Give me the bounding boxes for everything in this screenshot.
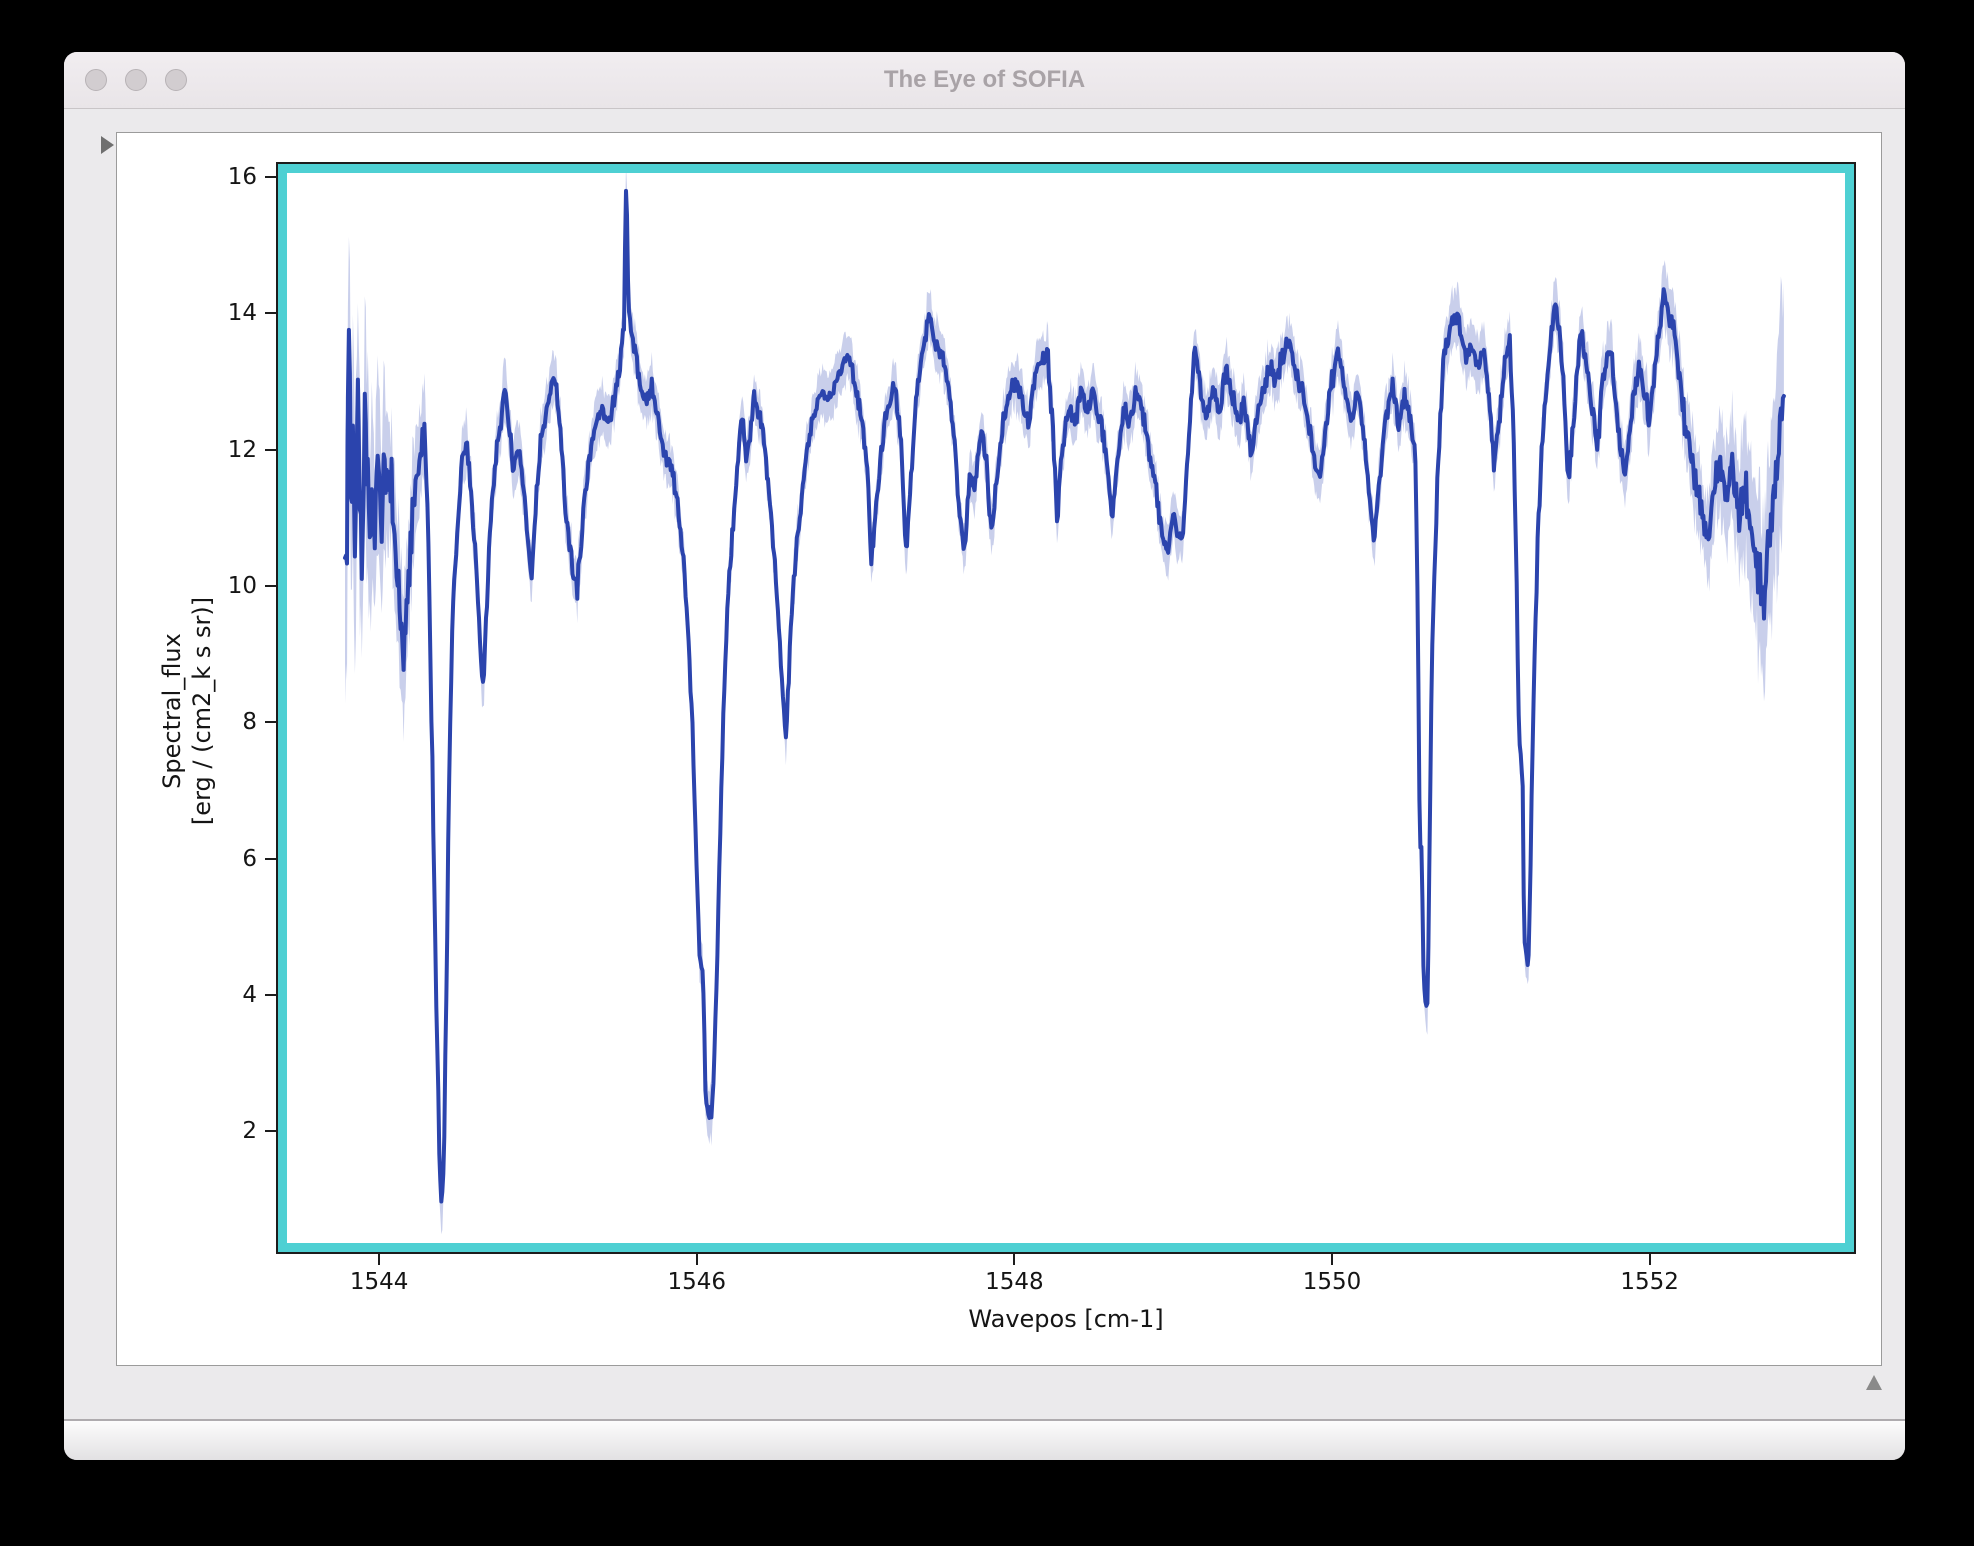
close-button[interactable] — [85, 69, 107, 91]
x-axis-label: Wavepos [cm-1] — [968, 1305, 1164, 1333]
y-tick-label: 16 — [227, 164, 257, 191]
y-tick-label: 14 — [227, 300, 257, 327]
x-tick-label: 1550 — [1302, 1269, 1362, 1295]
x-tick-mark — [695, 1254, 698, 1265]
plot-pane-frame — [276, 162, 1856, 1254]
app-window: The Eye of SOFIA 1544 1546 1548 1550 1552 2 4 6… — [64, 52, 1905, 1460]
zoom-button[interactable] — [165, 69, 187, 91]
x-tick-label: 1552 — [1620, 1269, 1679, 1295]
y-tick-mark — [265, 857, 276, 860]
scroll-up-icon[interactable] — [1866, 1375, 1882, 1390]
y-tick-mark — [265, 993, 276, 996]
y-tick-label: 2 — [242, 1118, 257, 1145]
spectrum-plot[interactable] — [287, 173, 1845, 1243]
footer-bar — [64, 1421, 1905, 1460]
window-title: The Eye of SOFIA — [883, 66, 1086, 93]
footer-separator — [64, 1419, 1905, 1421]
spectrum-line — [343, 188, 1786, 1204]
x-tick-mark — [1648, 1254, 1651, 1265]
plot-canvas-panel: 1544 1546 1548 1550 1552 2 4 6 8 10 12 14 16 Wavepos… — [116, 132, 1882, 1366]
selected-pane-highlight-border[interactable] — [278, 164, 1854, 1252]
x-tick-mark — [1013, 1254, 1016, 1265]
y-tick-label: 10 — [227, 573, 257, 599]
y-tick-mark — [265, 448, 276, 451]
pane-collapse-arrow-icon[interactable] — [101, 136, 114, 154]
x-tick-mark — [1331, 1254, 1334, 1265]
y-tick-mark — [265, 176, 276, 179]
y-tick-mark — [265, 312, 276, 315]
x-tick-label: 1546 — [667, 1269, 726, 1295]
spectrum-error-band — [345, 173, 1784, 1235]
minimize-button[interactable] — [125, 69, 147, 91]
y-tick-label: 12 — [227, 436, 257, 463]
y-tick-mark — [265, 585, 276, 587]
y-tick-label: 6 — [242, 845, 257, 872]
y-tick-mark — [265, 1130, 276, 1133]
y-axis-label: Spectral_flux [erg / (cm2_k s sr)] — [157, 597, 217, 825]
x-tick-label: 1544 — [349, 1269, 409, 1295]
y-tick-label: 4 — [242, 981, 257, 1008]
y-axis-label-line2: [erg / (cm2_k s sr)] — [188, 596, 216, 826]
title-bar: The Eye of SOFIA — [64, 52, 1905, 109]
x-tick-mark — [378, 1254, 381, 1265]
y-tick-label: 8 — [242, 709, 257, 736]
y-tick-mark — [265, 721, 276, 724]
y-axis-label-line1: Spectral_flux — [158, 633, 186, 789]
x-tick-label: 1548 — [985, 1269, 1044, 1295]
